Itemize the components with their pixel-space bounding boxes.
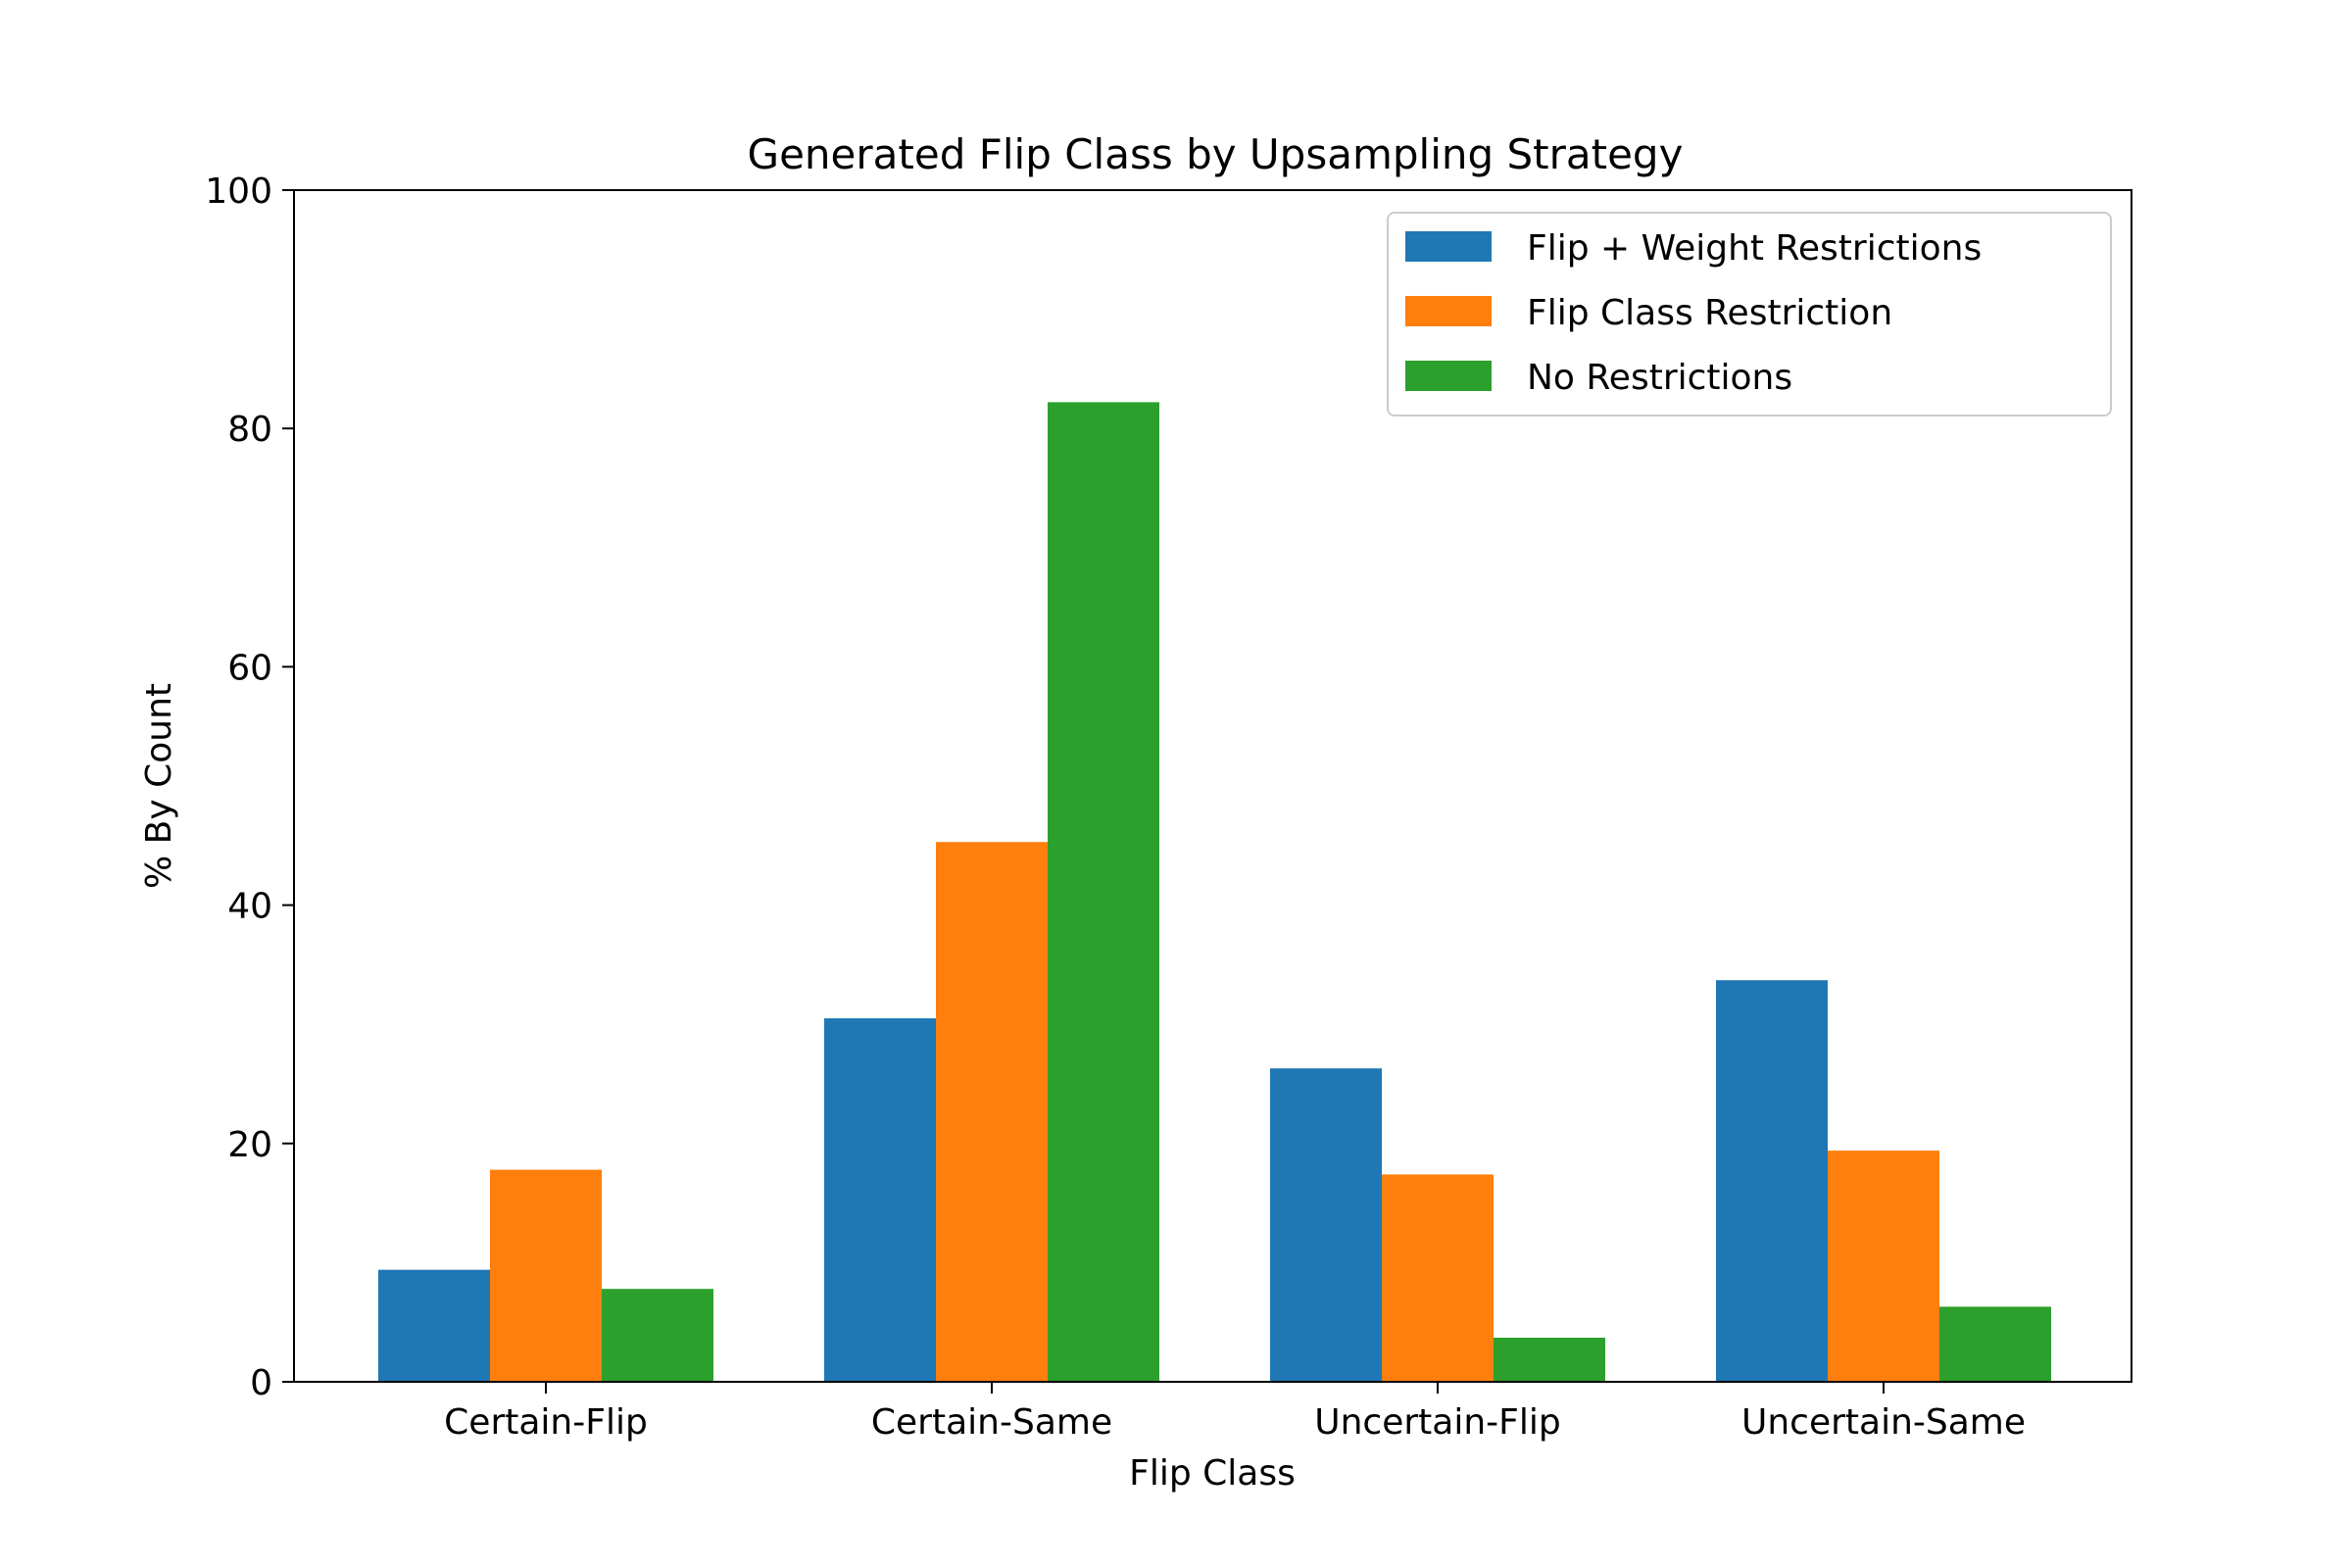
bar-flip-weight-restrictions-uncertain-flip xyxy=(1270,1068,1382,1382)
bar-no-restrictions-uncertain-same xyxy=(1939,1306,2051,1382)
y-tick-label-60: 60 xyxy=(227,648,272,688)
legend-label-flip-weight: Flip + Weight Restrictions xyxy=(1527,228,1982,269)
bar-flip-weight-restrictions-uncertain-same xyxy=(1716,980,1828,1382)
y-axis: 0 20 40 60 80 100 xyxy=(205,172,294,1403)
legend-swatch-no-restrictions xyxy=(1405,361,1492,391)
x-axis: Certain-Flip Certain-Same Uncertain-Flip Un… xyxy=(444,1382,2026,1443)
legend: Flip + Weight Restrictions Flip Class Re… xyxy=(1387,212,2112,416)
y-tick-label-80: 80 xyxy=(227,410,272,450)
bar-flip-class-restriction-uncertain-flip xyxy=(1382,1174,1494,1382)
y-tick-label-0: 0 xyxy=(250,1363,272,1403)
x-tick-label-certain-same: Certain-Same xyxy=(871,1402,1112,1443)
bar-flip-class-restriction-certain-same xyxy=(936,842,1048,1382)
x-axis-label: Flip Class xyxy=(1129,1453,1296,1494)
bar-no-restrictions-uncertain-flip xyxy=(1494,1338,1605,1382)
legend-swatch-flip-weight xyxy=(1405,231,1492,262)
bar-flip-class-restriction-certain-flip xyxy=(490,1169,602,1382)
x-tick-label-uncertain-same: Uncertain-Same xyxy=(1741,1402,2026,1443)
y-axis-label: % By Count xyxy=(139,683,179,889)
y-tick-label-100: 100 xyxy=(205,172,272,212)
bar-flip-weight-restrictions-certain-flip xyxy=(378,1269,490,1382)
plot-frame xyxy=(293,189,2132,1383)
legend-label-no-restrictions: No Restrictions xyxy=(1527,358,1792,398)
bar-no-restrictions-certain-flip xyxy=(602,1289,713,1382)
legend-label-flip-class: Flip Class Restriction xyxy=(1527,293,1892,333)
chart-title: Generated Flip Class by Upsampling Strat… xyxy=(748,130,1684,178)
x-tick-label-certain-flip: Certain-Flip xyxy=(444,1402,648,1443)
legend-frame xyxy=(1387,212,2112,416)
legend-swatch-flip-class xyxy=(1405,296,1492,326)
bar-flip-class-restriction-uncertain-same xyxy=(1828,1151,1939,1382)
bars-group xyxy=(378,402,2051,1382)
x-tick-label-uncertain-flip: Uncertain-Flip xyxy=(1314,1402,1560,1443)
y-tick-label-20: 20 xyxy=(227,1125,272,1165)
bar-flip-weight-restrictions-certain-same xyxy=(824,1018,936,1382)
bar-no-restrictions-certain-same xyxy=(1048,402,1159,1382)
y-tick-label-40: 40 xyxy=(227,887,272,927)
